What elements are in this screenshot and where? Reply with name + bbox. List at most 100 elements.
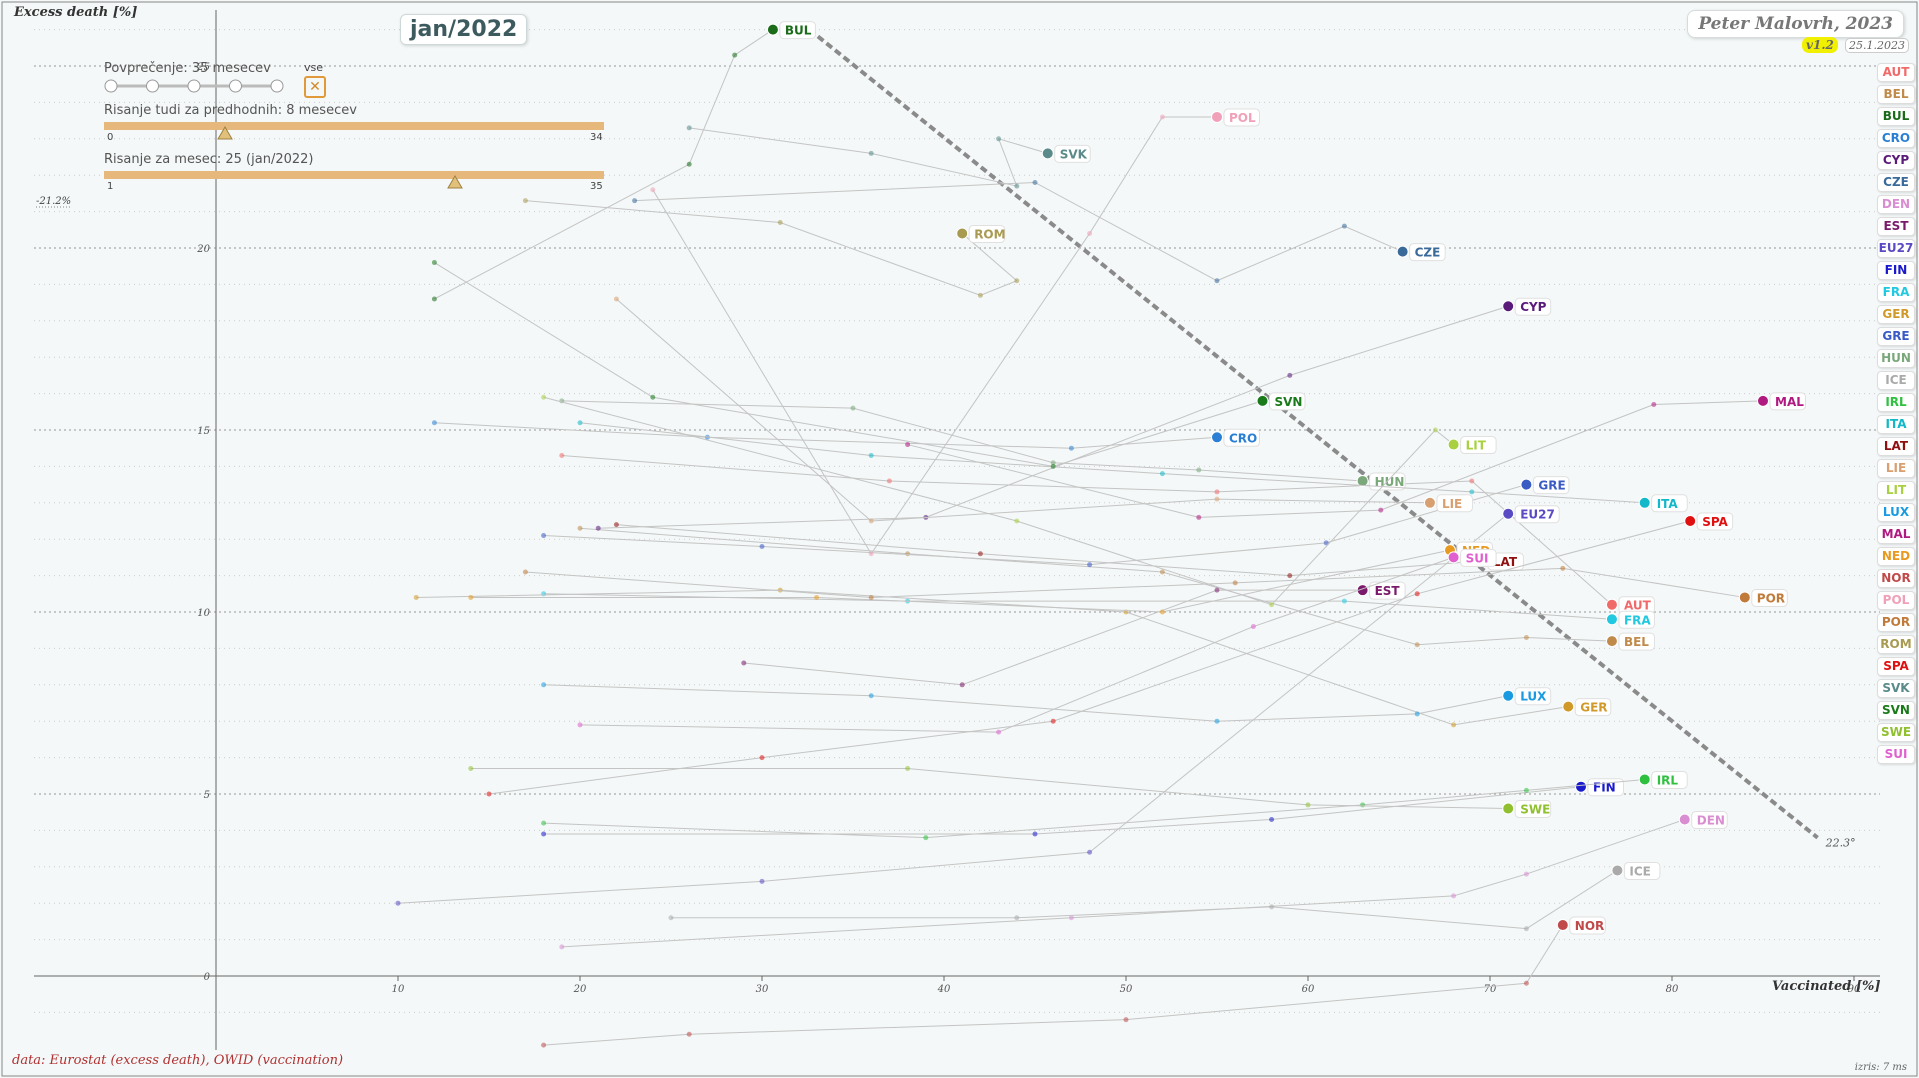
point-label: FIN — [1593, 781, 1616, 795]
series-trail — [434, 262, 1263, 467]
legend-item-nor[interactable]: NOR — [1877, 569, 1915, 588]
previous-months-label: Risanje tudi za predhodnih: 8 mesecev — [104, 103, 357, 118]
legend-item-bul[interactable]: BUL — [1877, 107, 1915, 126]
data-point — [1269, 602, 1275, 608]
legend-item-est[interactable]: EST — [1877, 217, 1915, 236]
data-point — [777, 587, 783, 593]
legend-item-lit[interactable]: LIT — [1877, 481, 1915, 500]
current-point — [1520, 478, 1533, 491]
legend-item-ger[interactable]: GER — [1877, 305, 1915, 324]
legend-item-lat[interactable]: LAT — [1877, 437, 1915, 456]
data-point — [1014, 518, 1020, 524]
legend-item-svk[interactable]: SVK — [1877, 679, 1915, 698]
legend-item-rom[interactable]: ROM — [1877, 635, 1915, 654]
point-label-box — [1623, 861, 1661, 880]
x-tick-label: 30 — [756, 984, 769, 995]
series-nor: NOR — [541, 916, 1606, 1048]
point-label: SVK — [1060, 147, 1088, 161]
legend-item-cro[interactable]: CRO — [1877, 129, 1915, 148]
month-handle[interactable] — [447, 175, 463, 189]
x-tick-label: 50 — [1120, 984, 1133, 995]
averaging-step[interactable] — [187, 79, 201, 93]
data-point — [850, 405, 856, 411]
month-max-label: 35 — [590, 181, 603, 192]
month-slider[interactable] — [104, 171, 604, 179]
legend-item-den[interactable]: DEN — [1877, 195, 1915, 214]
series-est: EST — [741, 581, 1406, 688]
legend-item-fra[interactable]: FRA — [1877, 283, 1915, 302]
data-point — [1214, 587, 1220, 593]
data-point — [522, 569, 528, 575]
point-label: BUL — [785, 24, 812, 38]
author-box: Peter Malovrh, 2023 — [1687, 10, 1904, 38]
legend-item-ned[interactable]: NED — [1877, 547, 1915, 566]
series-trail — [616, 298, 1430, 522]
series-por: POR — [522, 565, 1788, 607]
data-point — [650, 394, 656, 400]
data-point — [1451, 722, 1457, 728]
legend-item-mal[interactable]: MAL — [1877, 525, 1915, 544]
data-source-note: data: Eurostat (excess death), OWID (vac… — [12, 1053, 344, 1068]
data-point — [541, 831, 547, 837]
close-icon[interactable]: ✕ — [304, 76, 326, 98]
series-trail — [434, 422, 1218, 449]
month-select-label: Risanje za mesec: 25 (jan/2022) — [104, 152, 314, 167]
series-trail — [616, 524, 1481, 577]
data-point — [1250, 624, 1256, 630]
point-label-box — [1269, 392, 1306, 411]
data-point — [1068, 915, 1074, 921]
data-point — [613, 522, 619, 528]
averaging-all-label[interactable]: vse — [304, 61, 324, 74]
previous-max-label: 34 — [590, 132, 603, 143]
legend-item-lux[interactable]: LUX — [1877, 503, 1915, 522]
point-label: MAL — [1775, 395, 1804, 409]
averaging-step[interactable] — [270, 79, 284, 93]
legend-item-cze[interactable]: CZE — [1877, 173, 1915, 192]
data-point — [431, 260, 437, 266]
point-label: LAT — [1493, 555, 1518, 569]
legend-item-fin[interactable]: FIN — [1877, 261, 1915, 280]
data-point — [1014, 915, 1020, 921]
current-point — [1502, 507, 1515, 520]
current-point — [1256, 394, 1269, 407]
current-point — [1757, 394, 1769, 407]
averaging-label: Povprečenje: 35 mesecev — [104, 61, 271, 76]
averaging-stepper[interactable] — [104, 78, 284, 94]
series-swe: SWE — [468, 766, 1552, 819]
averaging-step[interactable] — [104, 79, 118, 93]
legend-item-hun[interactable]: HUN — [1877, 349, 1915, 368]
point-label-box — [1532, 476, 1570, 495]
data-point — [668, 915, 674, 921]
current-point — [1556, 919, 1569, 932]
legend-item-ita[interactable]: ITA — [1877, 415, 1915, 434]
series-trail — [579, 527, 1612, 646]
legend-item-sui[interactable]: SUI — [1877, 745, 1915, 764]
legend-item-gre[interactable]: GRE — [1877, 327, 1915, 346]
series-ice: ICE — [668, 861, 1661, 932]
legend-item-svn[interactable]: SVN — [1877, 701, 1915, 720]
legend-item-bel[interactable]: BEL — [1877, 85, 1915, 104]
previous-months-handle[interactable] — [217, 126, 233, 140]
current-point — [1638, 773, 1651, 786]
point-label: EST — [1375, 584, 1401, 598]
legend-item-swe[interactable]: SWE — [1877, 723, 1915, 742]
legend-item-cyp[interactable]: CYP — [1877, 151, 1915, 170]
averaging-step[interactable] — [229, 79, 242, 93]
legend-item-spa[interactable]: SPA — [1877, 657, 1915, 676]
data-point — [1214, 496, 1220, 502]
legend-item-eu27[interactable]: EU27 — [1877, 239, 1915, 258]
averaging-step[interactable] — [146, 79, 159, 93]
legend-item-lie[interactable]: LIE — [1877, 459, 1915, 478]
legend-item-ice[interactable]: ICE — [1877, 371, 1915, 390]
data-point — [1469, 489, 1475, 495]
legend-item-pol[interactable]: POL — [1877, 591, 1915, 610]
legend-item-irl[interactable]: IRL — [1877, 393, 1915, 412]
legend-item-por[interactable]: POR — [1877, 613, 1915, 632]
point-label: GRE — [1538, 479, 1565, 493]
previous-months-slider[interactable] — [104, 122, 604, 130]
data-point — [1287, 573, 1293, 579]
series-bul: BUL — [431, 21, 816, 302]
series-hun: HUN — [559, 398, 1406, 491]
legend-item-aut[interactable]: AUT — [1877, 63, 1915, 82]
series-rom: ROM — [522, 198, 1020, 298]
